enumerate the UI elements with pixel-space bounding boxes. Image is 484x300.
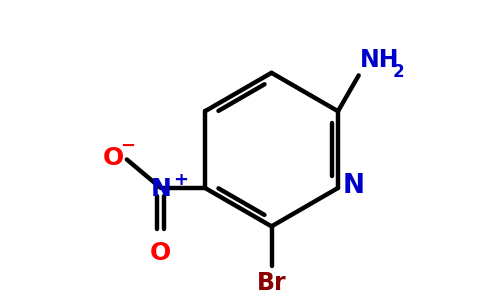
Text: −: −	[120, 137, 136, 155]
Text: NH: NH	[360, 49, 399, 73]
Text: O: O	[150, 241, 171, 265]
Text: N: N	[343, 173, 365, 199]
Text: 2: 2	[392, 63, 404, 81]
Text: O: O	[103, 146, 124, 170]
Text: +: +	[174, 171, 189, 189]
Text: N: N	[151, 177, 171, 201]
Text: Br: Br	[257, 271, 287, 295]
